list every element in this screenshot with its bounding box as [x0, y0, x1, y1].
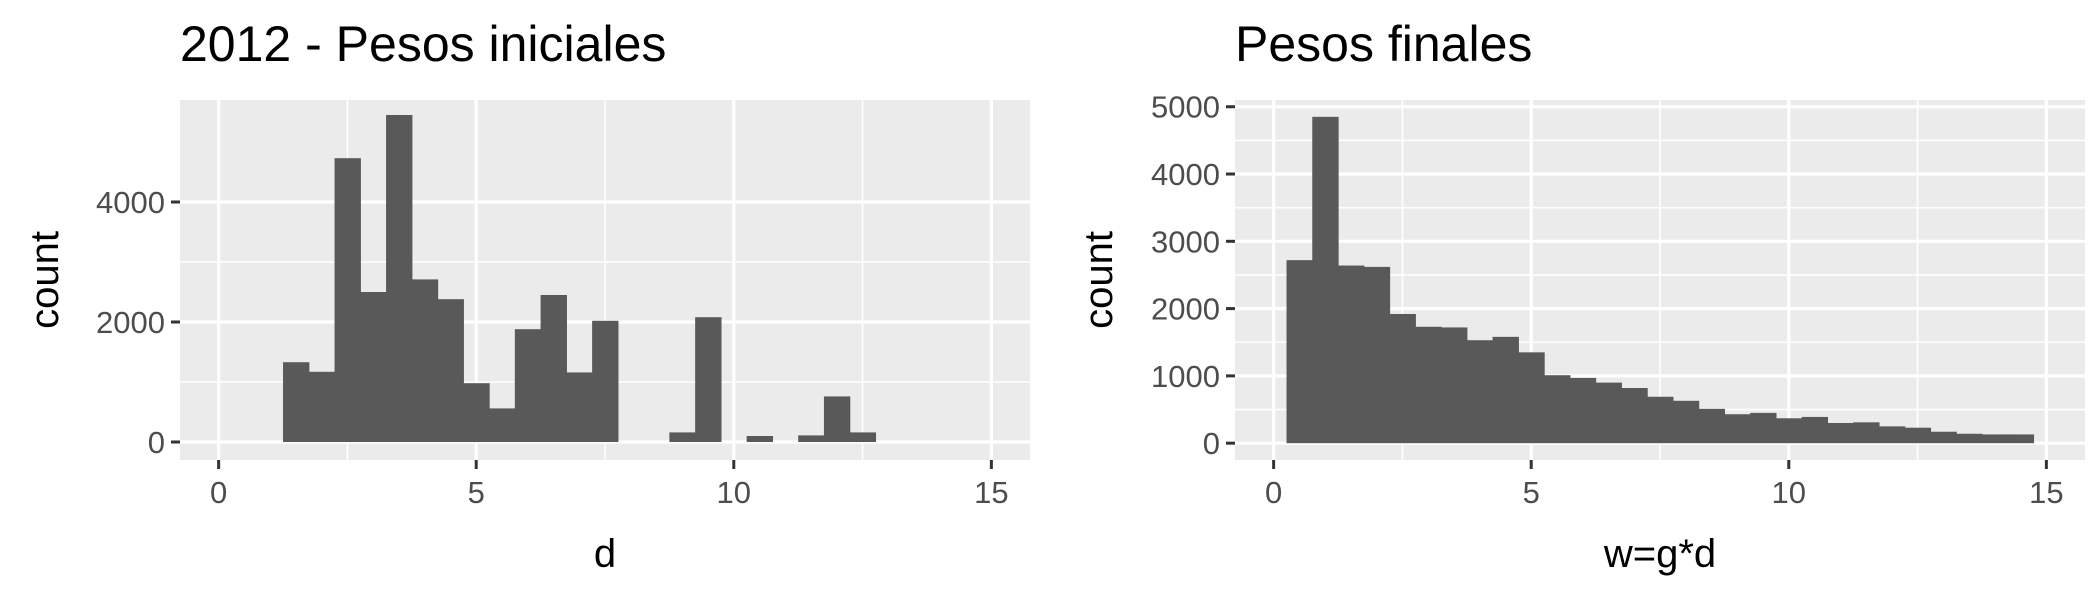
x-tick-label: 5 [468, 475, 485, 510]
histogram-bar [592, 320, 619, 442]
histogram-bar [849, 432, 877, 442]
histogram-bar [1363, 266, 1391, 444]
y-tick-label: 2000 [1151, 292, 1220, 327]
histogram-bar [798, 435, 825, 442]
histogram-bar [1338, 265, 1365, 444]
histogram-bar [823, 396, 851, 442]
histogram-bar [540, 295, 567, 442]
histogram-bar [1672, 400, 1700, 444]
histogram-bar [1981, 434, 2009, 444]
y-tick-label: 2000 [96, 305, 165, 340]
y-tick-label: 1000 [1151, 359, 1220, 394]
histogram-bar [1750, 412, 1777, 444]
histogram-bar [308, 371, 336, 442]
histogram-bar [386, 115, 413, 442]
histogram-bar [1621, 388, 1648, 444]
y-tick-label: 4000 [1151, 157, 1220, 192]
x-tick-label: 0 [1265, 475, 1282, 510]
x-tick-label: 10 [1772, 475, 1806, 510]
chart-title: Pesos finales [1235, 16, 1532, 72]
bars [1286, 116, 2035, 444]
y-tick-label: 4000 [96, 185, 165, 220]
histogram-bar [514, 329, 542, 442]
y-axis-title: count [1077, 231, 1121, 329]
x-tick-label: 10 [717, 475, 751, 510]
histogram-panel-initial-weights: 2012 - Pesos iniciales 0 5 10 15 0 2000 4000 d… [23, 16, 1030, 576]
histogram-bar [695, 317, 722, 442]
histogram-bar [1286, 260, 1313, 444]
histogram-bar [1492, 336, 1519, 444]
x-tick-label: 15 [974, 475, 1008, 510]
histogram-bar [1930, 431, 1957, 444]
histogram-bar [1956, 433, 1983, 444]
histogram-bar [489, 408, 516, 442]
histogram-bar [1389, 313, 1416, 444]
axis-ticks: 0 5 10 15 0 1000 2000 3000 4000 5000 [1151, 90, 2064, 510]
x-tick-label: 15 [2029, 475, 2063, 510]
y-axis-title: count [23, 231, 67, 329]
histogram-bar [437, 299, 464, 442]
histogram-bar [1724, 414, 1751, 444]
histogram-bar [360, 292, 387, 442]
histogram-bar [1904, 427, 1932, 444]
chart-title: 2012 - Pesos iniciales [180, 16, 666, 72]
histogram-bar [1775, 418, 1803, 444]
histogram-bar [1569, 377, 1597, 444]
histogram-bar [1544, 375, 1571, 444]
histogram-panel-final-weights: Pesos finales 0 5 10 15 0 1000 2000 3000 4000 500… [1077, 16, 2085, 576]
x-axis-title: d [594, 532, 616, 576]
histogram-bar [1801, 416, 1829, 444]
histogram-bar [1415, 326, 1442, 444]
histogram-bar [1878, 426, 1906, 444]
y-tick-label: 3000 [1151, 224, 1220, 259]
x-axis-title: w=g*d [1603, 532, 1716, 576]
histogram-bar [566, 372, 593, 442]
histogram-bar [1595, 382, 1622, 444]
histogram-bar [669, 432, 696, 442]
histogram-bar [1312, 116, 1339, 444]
histogram-bar [2007, 434, 2035, 444]
y-tick-label: 0 [1203, 426, 1220, 461]
x-tick-label: 0 [210, 475, 227, 510]
histogram-bar [1647, 396, 1674, 444]
axis-ticks: 0 5 10 15 0 2000 4000 [96, 185, 1009, 510]
histogram-bar [1827, 422, 1854, 444]
bars [283, 115, 877, 442]
histogram-bar [1853, 422, 1880, 444]
histogram-bar [1466, 340, 1494, 444]
x-tick-label: 5 [1523, 475, 1540, 510]
y-tick-label: 0 [148, 425, 165, 460]
histogram-bar [1698, 408, 1725, 444]
histogram-bar [746, 436, 774, 442]
histogram-bar [463, 383, 490, 442]
histogram-bar [283, 362, 310, 442]
histogram-bar [411, 279, 439, 442]
histogram-bar [334, 158, 361, 442]
histogram-bar [1518, 352, 1545, 444]
y-tick-label: 5000 [1151, 90, 1220, 125]
histogram-bar [1441, 327, 1468, 444]
